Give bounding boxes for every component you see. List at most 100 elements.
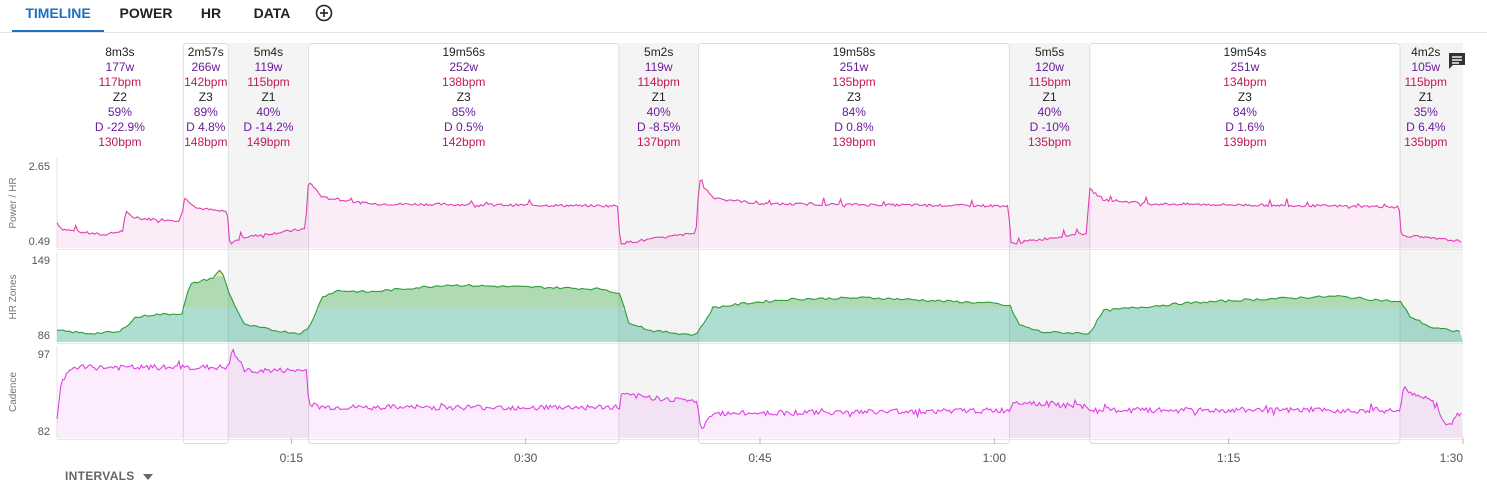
interval-8-duration: 4m2s — [1411, 45, 1440, 59]
interval-2-drift: D -14.2% — [243, 120, 293, 134]
x-tick-label-5: 1:30 — [1440, 451, 1464, 465]
interval-1-hr: 142bpm — [184, 75, 227, 89]
x-tick-label-0: 0:15 — [280, 451, 304, 465]
interval-4-duration: 5m2s — [644, 45, 673, 59]
tab-hr[interactable]: HR — [200, 5, 222, 21]
interval-7-hr: 134bpm — [1223, 75, 1266, 89]
interval-1-max_hr: 148bpm — [184, 135, 227, 149]
interval-0-drift: D -22.9% — [95, 120, 145, 134]
interval-6-drift: D -10% — [1030, 120, 1070, 134]
interval-1-power: 266w — [191, 60, 220, 74]
interval-2-max_hr: 149bpm — [247, 135, 290, 149]
series-line-cadence — [56, 348, 1462, 430]
tab-power[interactable]: POWER — [119, 5, 173, 21]
interval-3-hr: 138bpm — [442, 75, 485, 89]
interval-3-zone: Z3 — [457, 90, 471, 104]
tab-timeline[interactable]: TIMELINE — [12, 0, 104, 32]
interval-3-pct: 85% — [452, 105, 476, 119]
interval-8-zone: Z1 — [1419, 90, 1433, 104]
interval-3-max_hr: 142bpm — [442, 135, 485, 149]
interval-5-max_hr: 139bpm — [832, 135, 875, 149]
y-tick-top-power_hr: 2.65 — [29, 161, 50, 173]
y-tick-top-hr_zones: 149 — [32, 255, 50, 267]
y-axis-label-hr_zones: HR Zones — [8, 274, 19, 319]
interval-box-5 — [697, 43, 1010, 444]
interval-box-3 — [308, 43, 620, 444]
plus-circle-icon[interactable] — [315, 4, 333, 22]
hr-zone-band-z1 — [57, 307, 1463, 342]
interval-8-hr: 115bpm — [1405, 75, 1447, 89]
interval-6-max_hr: 135bpm — [1028, 135, 1071, 149]
interval-shade-2 — [228, 43, 309, 438]
interval-0-pct: 59% — [108, 105, 132, 119]
x-tick-label-1: 0:30 — [514, 451, 538, 465]
x-tick-label-4: 1:15 — [1217, 451, 1241, 465]
interval-6-hr: 115bpm — [1028, 75, 1070, 89]
interval-box-1 — [182, 43, 229, 444]
interval-8-max_hr: 135bpm — [1404, 135, 1447, 149]
x-tick-label-3: 1:00 — [983, 451, 1007, 465]
interval-7-power: 251w — [1231, 60, 1260, 74]
interval-8-pct: 35% — [1414, 105, 1438, 119]
interval-0-zone: Z2 — [113, 90, 127, 104]
series-line-hr_zones — [56, 269, 1461, 336]
interval-1-duration: 2m57s — [188, 45, 224, 59]
interval-5-drift: D 0.8% — [834, 120, 874, 134]
interval-2-pct: 40% — [256, 105, 280, 119]
caret-down-icon — [143, 473, 154, 480]
interval-6-pct: 40% — [1038, 105, 1062, 119]
interval-4-drift: D -8.5% — [637, 120, 681, 134]
interval-8-drift: D 6.4% — [1406, 120, 1446, 134]
interval-0-power: 177w — [106, 60, 135, 74]
interval-5-pct: 84% — [842, 105, 866, 119]
interval-1-drift: D 4.8% — [186, 120, 226, 134]
interval-3-duration: 19m56s — [442, 45, 485, 59]
interval-6-duration: 5m5s — [1035, 45, 1064, 59]
interval-6-power: 120w — [1035, 60, 1064, 74]
interval-7-pct: 84% — [1233, 105, 1257, 119]
interval-7-zone: Z3 — [1238, 90, 1252, 104]
interval-3-drift: D 0.5% — [444, 120, 484, 134]
y-tick-bottom-cadence: 82 — [38, 426, 50, 438]
interval-shade-6 — [1009, 43, 1090, 438]
interval-5-power: 251w — [840, 60, 869, 74]
tab-bar: TIMELINE POWER HR DATA — [0, 0, 1487, 33]
interval-box-7 — [1089, 43, 1401, 444]
interval-6-zone: Z1 — [1043, 90, 1057, 104]
series-line-power_hr — [56, 179, 1462, 245]
series-fill-cadence — [57, 349, 1463, 438]
comment-icon[interactable] — [1447, 52, 1467, 70]
interval-7-drift: D 1.6% — [1225, 120, 1265, 134]
interval-5-duration: 19m58s — [833, 45, 876, 59]
interval-3-power: 252w — [449, 60, 478, 74]
tab-data[interactable]: DATA — [253, 5, 291, 21]
x-tick-label-2: 0:45 — [748, 451, 772, 465]
interval-2-hr: 115bpm — [247, 75, 289, 89]
interval-4-pct: 40% — [647, 105, 671, 119]
hr-zone-band-z2 — [57, 276, 1463, 308]
y-axis-label-cadence: Cadence — [8, 372, 19, 412]
interval-4-hr: 114bpm — [637, 75, 679, 89]
y-axis-label-power_hr: Power / HR — [8, 177, 19, 228]
interval-0-max_hr: 130bpm — [98, 135, 141, 149]
series-fill-power_hr — [57, 180, 1463, 248]
interval-4-zone: Z1 — [652, 90, 666, 104]
y-tick-bottom-power_hr: 0.49 — [29, 236, 50, 248]
interval-2-zone: Z1 — [261, 90, 275, 104]
interval-5-hr: 135bpm — [832, 75, 875, 89]
interval-7-duration: 19m54s — [1224, 45, 1267, 59]
interval-1-pct: 89% — [194, 105, 218, 119]
interval-4-max_hr: 137bpm — [637, 135, 680, 149]
interval-0-hr: 117bpm — [99, 75, 141, 89]
interval-shade-4 — [619, 43, 698, 438]
interval-1-zone: Z3 — [199, 90, 213, 104]
intervals-label: INTERVALS — [65, 469, 135, 483]
interval-0-duration: 8m3s — [105, 45, 134, 59]
interval-4-power: 119w — [645, 60, 673, 74]
interval-2-duration: 5m4s — [254, 45, 283, 59]
intervals-toggle[interactable]: INTERVALS — [65, 469, 154, 483]
interval-7-max_hr: 139bpm — [1223, 135, 1266, 149]
interval-8-power: 105w — [1411, 60, 1440, 74]
